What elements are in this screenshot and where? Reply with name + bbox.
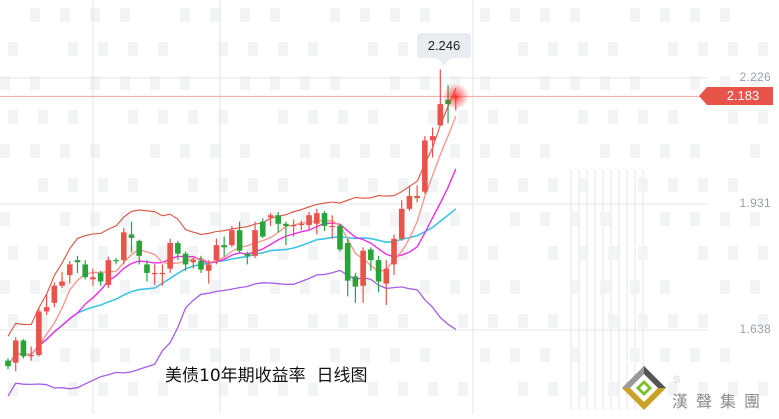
y-tick-label: 1.638 (739, 322, 771, 336)
logo-text: 漢聲集團 (672, 392, 769, 411)
current-price-glow (442, 83, 469, 110)
logo-sub: S (673, 374, 681, 386)
brand-logo: S 漢聲集團 (616, 360, 776, 414)
grid-lines (0, 0, 708, 414)
y-tick-label: 1.931 (739, 196, 771, 210)
diamond-logo-icon (622, 366, 666, 410)
candles (5, 69, 459, 372)
high-tooltip: 2.246 (417, 33, 471, 65)
y-tick-label: 2.226 (739, 70, 771, 84)
background-watermark (0, 8, 768, 410)
chart-title: 美债10年期收益率 日线图 (165, 366, 368, 386)
current-price-tag: 2.183 (699, 87, 773, 105)
